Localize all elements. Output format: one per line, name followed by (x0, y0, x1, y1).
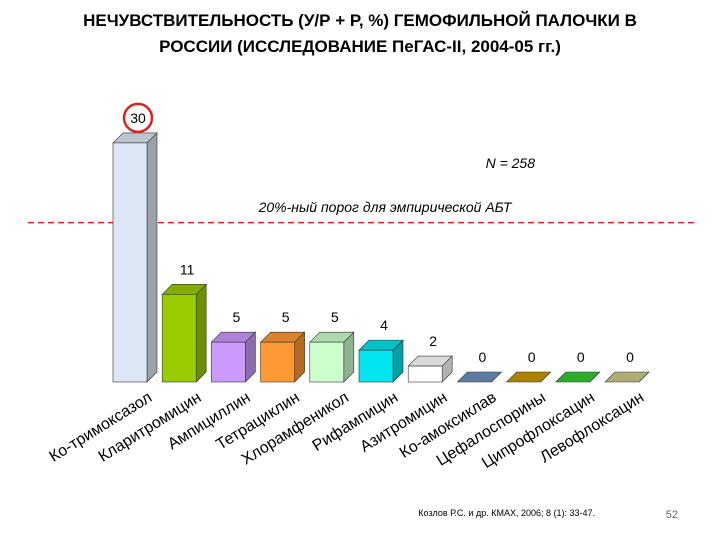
value-label: 11 (180, 261, 195, 277)
bar (112, 142, 148, 383)
value-label: 0 (479, 349, 487, 365)
source: Козлов Р.С. и др. КМАХ, 2006; 8 (1): 33-… (418, 508, 595, 518)
bar (260, 341, 295, 383)
bar-top (604, 371, 650, 383)
value-label: 5 (282, 309, 290, 325)
value-label: 30 (130, 110, 146, 126)
title-line: РОССИИ (ИССЛЕДОВАНИЕ ПеГАС-II, 2004-05 г… (159, 37, 561, 56)
title-line: НЕЧУВСТВИТЕЛЬНОСТЬ (У/Р + Р, %) ГЕМОФИЛЬ… (83, 11, 637, 30)
value-label: 0 (626, 349, 634, 365)
bar (358, 349, 394, 383)
page-number: 52 (666, 509, 678, 521)
value-label: 5 (233, 309, 241, 325)
value-label: 0 (577, 349, 585, 365)
value-label: 2 (429, 333, 437, 349)
bar-side (146, 132, 158, 383)
bar-side (195, 283, 207, 383)
bar-top (555, 371, 601, 383)
annotation: N = 258 (486, 155, 536, 171)
annotation: 20%-ный порог для эмпирической АБТ (258, 199, 513, 215)
value-label: 5 (331, 309, 339, 325)
bar (161, 294, 197, 383)
highlight-circle (122, 102, 154, 134)
bar (211, 341, 246, 383)
bar-top (505, 371, 552, 383)
bar-top (456, 371, 503, 383)
value-label: 0 (528, 349, 536, 365)
bar (407, 365, 443, 383)
value-label: 4 (380, 317, 388, 333)
bar (309, 341, 345, 383)
